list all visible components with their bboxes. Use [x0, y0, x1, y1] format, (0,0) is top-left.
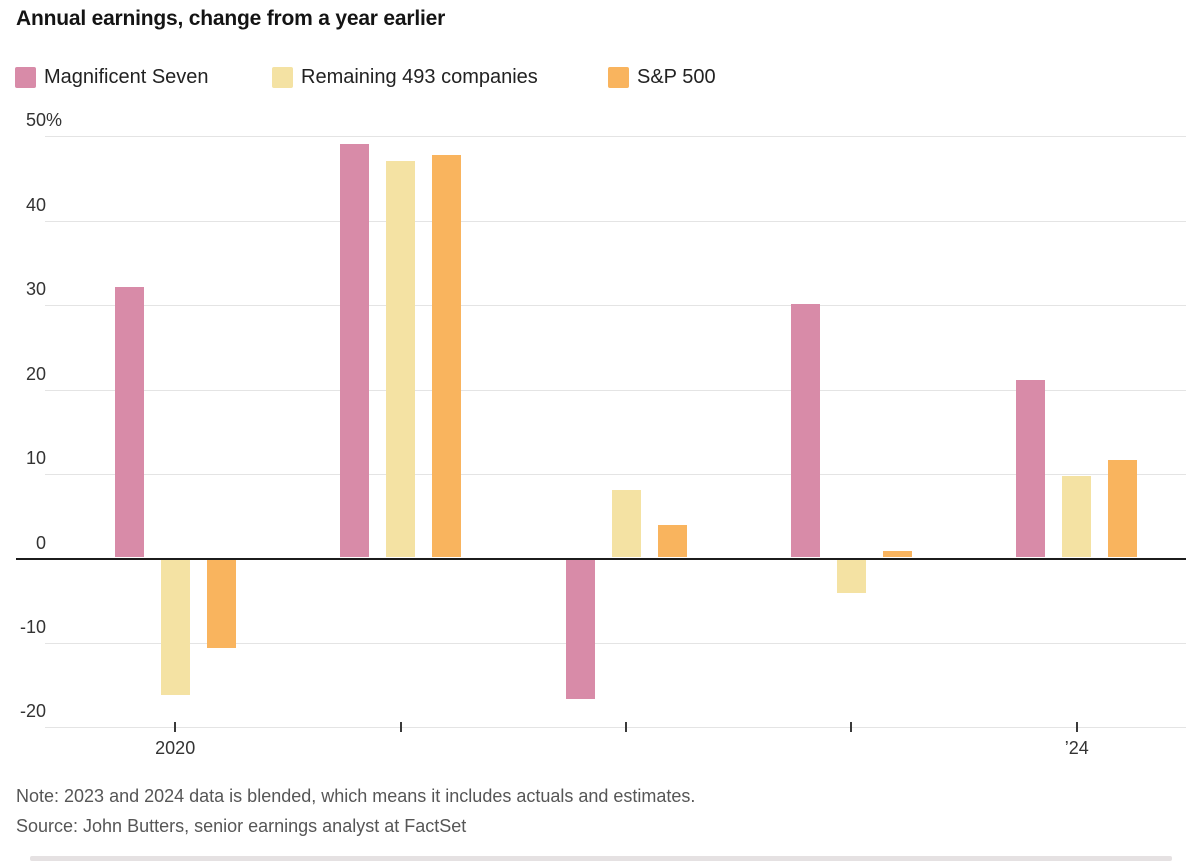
bar-2020-magnificent-seven	[114, 287, 144, 558]
y-axis-label: 30	[25, 279, 46, 300]
y-axis-label: -20	[19, 701, 46, 722]
legend-label: S&P 500	[637, 65, 716, 88]
bar-2022-remaining-493-companies	[611, 489, 641, 558]
x-axis-tick	[850, 722, 853, 732]
legend-label: Magnificent Seven	[44, 65, 209, 88]
bar-2024-s-p-500	[1108, 459, 1138, 558]
zero-line	[16, 557, 1186, 560]
bottom-crop-artifact	[30, 856, 1172, 861]
bar-2023-magnificent-seven	[790, 304, 820, 558]
chart-title: Annual earnings, change from a year earl…	[16, 7, 446, 30]
bar-2022-s-p-500	[657, 525, 687, 558]
bar-2023-remaining-493-companies	[836, 559, 866, 594]
bar-2021-magnificent-seven	[340, 143, 370, 558]
x-axis-tick	[1075, 722, 1078, 732]
y-axis-label: 0	[35, 532, 46, 553]
x-axis-label: ’24	[1064, 738, 1089, 758]
bar-2024-remaining-493-companies	[1062, 475, 1092, 558]
bar-2021-remaining-493-companies	[386, 160, 416, 558]
bar-2023-s-p-500	[882, 550, 912, 558]
x-axis-label: 2020	[155, 738, 196, 758]
gridline	[45, 220, 1186, 222]
gridline	[45, 474, 1186, 476]
legend-swatch-magnificent-seven	[15, 66, 36, 88]
gridline	[45, 305, 1186, 307]
x-axis-tick	[174, 722, 177, 732]
legend-item-remaining-493: Remaining 493 companies	[272, 64, 538, 90]
bar-2020-remaining-493-companies	[160, 559, 190, 695]
legend-label: Remaining 493 companies	[301, 65, 538, 88]
note-text: Note: 2023 and 2024 data is blended, whi…	[16, 786, 696, 806]
x-axis-tick	[399, 722, 402, 732]
y-axis-label: 40	[25, 194, 46, 215]
y-axis-label: 50%	[25, 110, 63, 131]
x-axis-tick	[625, 722, 627, 732]
bar-2024-magnificent-seven	[1016, 380, 1046, 558]
y-axis-label: 20	[25, 363, 46, 384]
legend-swatch-remaining-493	[272, 66, 293, 88]
gridline	[45, 727, 1186, 729]
legend-swatch-sp500	[608, 66, 629, 88]
bar-2022-magnificent-seven	[565, 559, 595, 699]
legend-item-magnificent-seven: Magnificent Seven	[15, 64, 209, 90]
bar-2021-s-p-500	[432, 154, 462, 558]
y-axis-label: 10	[25, 448, 46, 469]
bar-2020-s-p-500	[206, 559, 236, 649]
gridline	[45, 389, 1186, 391]
gridline	[45, 136, 1186, 138]
legend-item-sp500: S&P 500	[608, 64, 716, 90]
gridline	[45, 642, 1186, 644]
y-axis-label: -10	[19, 616, 46, 637]
source-text: Source: John Butters, senior earnings an…	[16, 816, 467, 836]
